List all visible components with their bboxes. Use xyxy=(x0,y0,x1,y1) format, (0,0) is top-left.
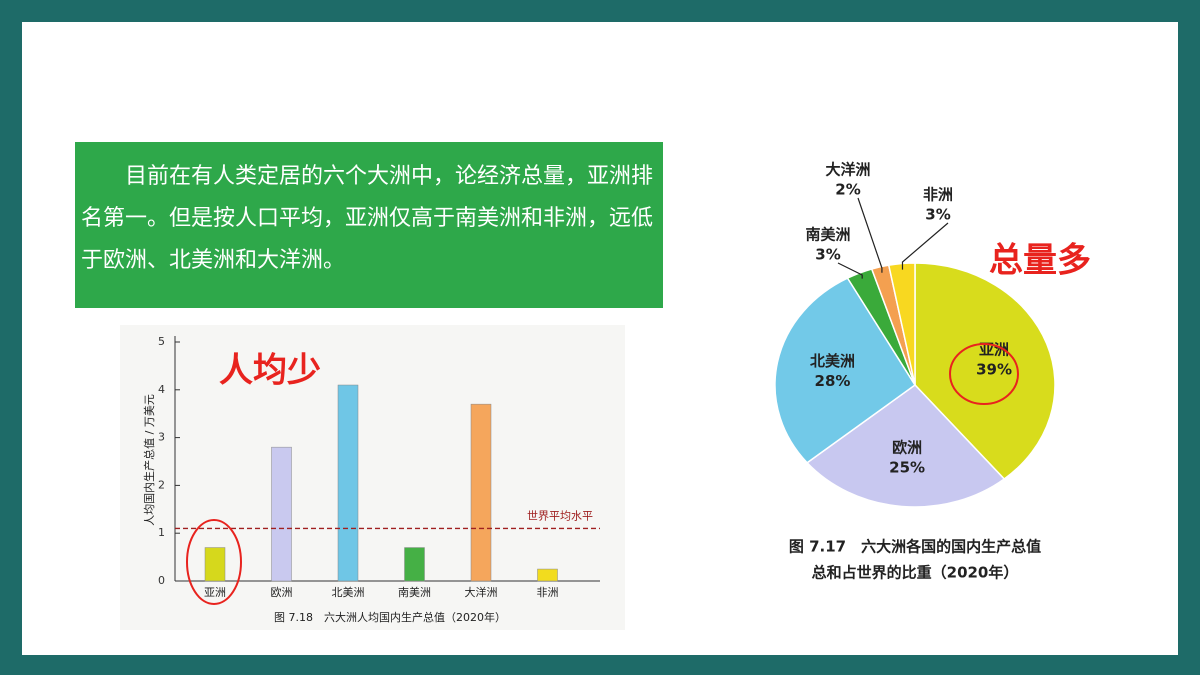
leader-line xyxy=(837,262,863,279)
x-tick-label: 非洲 xyxy=(537,586,559,599)
x-tick-label: 北美洲 xyxy=(332,586,365,599)
bar xyxy=(537,568,558,582)
leader-line xyxy=(901,222,949,270)
pie-slice xyxy=(805,384,1006,508)
y-tick-label: 2 xyxy=(158,478,165,491)
caption: 总和占世界的比重（2020年） xyxy=(812,564,1019,582)
y-axis-label: 人均国内生产总值 / 万美元 xyxy=(142,394,156,526)
slice-label: 28% xyxy=(815,372,851,390)
slice-label: 2% xyxy=(835,181,860,199)
y-tick-label: 4 xyxy=(158,383,165,396)
slice-name: 南美洲 xyxy=(805,226,850,244)
slice-label: 39% xyxy=(976,361,1012,379)
y-tick-label: 0 xyxy=(158,574,165,587)
bar xyxy=(337,384,359,582)
highlight-circle xyxy=(949,343,1019,405)
caption: 图 7.17 六大洲各国的国内生产总值 xyxy=(789,538,1041,556)
bar xyxy=(271,446,292,582)
pie-slice xyxy=(774,277,917,464)
slice-label: 3% xyxy=(925,206,950,224)
bar xyxy=(204,547,226,582)
x-tick-label: 南美洲 xyxy=(398,586,431,599)
slice-name: 非洲 xyxy=(923,186,953,204)
pie-slice xyxy=(887,262,916,386)
annotation: 人均少 xyxy=(219,351,321,391)
caption: 图 7.18 六大洲人均国内生产总值（2020年） xyxy=(274,610,506,624)
bar xyxy=(404,547,425,582)
leader-line xyxy=(857,197,883,273)
annotation: 总量多 xyxy=(989,241,1091,281)
text-box: 目前在有人类定居的六个大洲中，论经济总量，亚洲排名第一。但是按人口平均，亚洲仅高… xyxy=(75,142,663,308)
slice-label: 3% xyxy=(815,246,840,264)
reference-label: 世界平均水平 xyxy=(527,509,593,522)
chart-bg xyxy=(120,325,625,630)
slice-name: 北美洲 xyxy=(810,352,855,370)
pie-slice xyxy=(914,262,1056,480)
slice-name: 大洋洲 xyxy=(825,161,870,179)
bar xyxy=(470,403,492,582)
y-tick-label: 1 xyxy=(158,526,165,539)
x-tick-label: 亚洲 xyxy=(204,586,226,599)
slice-name: 欧洲 xyxy=(892,438,922,456)
x-tick-label: 大洋洲 xyxy=(465,585,498,599)
x-tick-label: 欧洲 xyxy=(271,586,293,599)
y-tick-label: 3 xyxy=(158,431,165,444)
slice-name: 亚洲 xyxy=(979,341,1009,359)
y-tick-label: 5 xyxy=(158,335,165,348)
slice-label: 25% xyxy=(889,458,925,476)
highlight-circle xyxy=(186,519,242,605)
